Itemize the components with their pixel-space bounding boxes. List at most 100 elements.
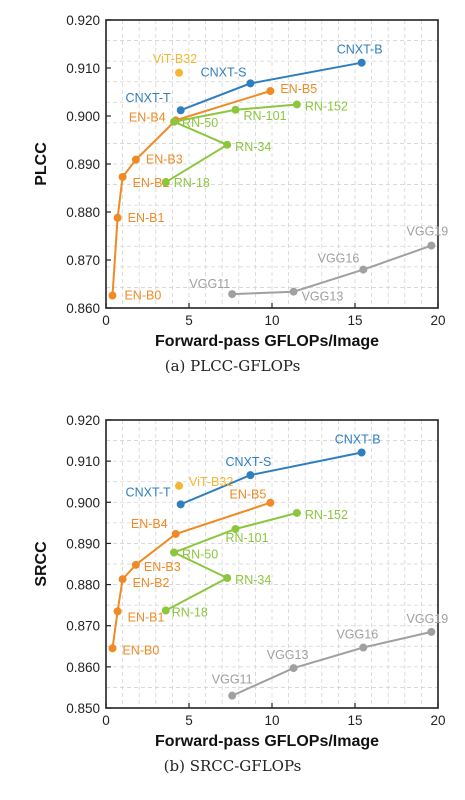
srcc-chart: 0 5 10 15 20 0.850 0.860 0.870 0.880 0.890 0.900 0.… xyxy=(0,400,465,800)
point-label-en-b3: EN-B3 xyxy=(144,560,181,574)
point-vgg13 xyxy=(290,664,298,672)
point-label-rn-152: RN-152 xyxy=(305,508,348,522)
point-cnxt-b xyxy=(358,59,366,67)
point-label-en-b1: EN-B1 xyxy=(128,610,165,624)
point-en-b0 xyxy=(108,644,116,652)
x-tick-label: 5 xyxy=(185,713,193,728)
point-label-en-b4: EN-B4 xyxy=(131,517,168,531)
x-tick-label: 15 xyxy=(347,713,362,728)
point-en-b2 xyxy=(119,575,127,583)
x-tick-label: 20 xyxy=(430,713,445,728)
x-tick-label: 20 xyxy=(430,313,445,328)
x-tick-label: 10 xyxy=(264,713,279,728)
point-label-vgg19: VGG19 xyxy=(407,612,449,626)
plcc-chart: 0 5 10 15 20 0.860 0.870 0.880 0.890 0.900 0.910 0.… xyxy=(0,0,465,400)
y-tick-label: 0.910 xyxy=(66,454,100,469)
y-tick-label: 0.880 xyxy=(66,578,100,593)
point-vit-b32 xyxy=(175,482,183,490)
point-vgg11 xyxy=(228,692,236,700)
point-label-rn-18: RN-18 xyxy=(174,176,210,190)
y-tick-label: 0.870 xyxy=(66,619,100,634)
point-en-b2 xyxy=(119,173,127,181)
point-label-vgg13: VGG13 xyxy=(302,290,344,304)
point-vgg19 xyxy=(427,242,435,250)
point-label-en-b0: EN-B0 xyxy=(124,289,161,303)
point-label-en-b0: EN-B0 xyxy=(122,643,159,657)
point-label-vgg11: VGG11 xyxy=(212,673,253,687)
point-vgg16 xyxy=(359,266,367,274)
y-tick-label: 0.920 xyxy=(66,413,100,428)
point-label-vgg16: VGG16 xyxy=(318,252,360,266)
y-tick-label: 0.890 xyxy=(66,536,100,551)
point-label-en-b4: EN-B4 xyxy=(129,110,166,124)
point-label-en-b2: EN-B2 xyxy=(133,576,170,590)
point-label-cnxt-b: CNXT-B xyxy=(337,43,383,57)
x-tick-label: 0 xyxy=(102,313,110,328)
point-label-cnxt-b: CNXT-B xyxy=(335,433,381,447)
x-axis-label: Forward-pass GFLOPs/Image xyxy=(155,333,379,350)
chart-caption: (a) PLCC-GFLOPs xyxy=(0,357,465,375)
series-line-vgg xyxy=(232,632,431,696)
point-rn-50 xyxy=(170,118,178,126)
point-label-vit-b32: ViT-B32 xyxy=(189,475,233,489)
point-label-cnxt-s: CNXT-S xyxy=(225,455,271,469)
y-tick-label: 0.880 xyxy=(66,205,100,220)
series-vgg: VGG11 VGG13 VGG16 VGG19 xyxy=(212,612,448,700)
point-en-b0 xyxy=(108,292,116,300)
point-label-rn-152: RN-152 xyxy=(305,99,348,113)
y-tick-label: 0.850 xyxy=(66,701,100,716)
point-label-en-b1: EN-B1 xyxy=(128,211,165,225)
point-label-vit-b32: ViT-B32 xyxy=(153,52,197,66)
y-tick-label: 0.890 xyxy=(66,157,100,172)
point-label-en-b5: EN-B5 xyxy=(280,82,317,96)
plcc-chart-panel: 0 5 10 15 20 0.860 0.870 0.880 0.890 0.900 0.910 0.… xyxy=(0,0,465,400)
point-en-b3 xyxy=(132,561,140,569)
point-en-b5 xyxy=(266,499,274,507)
point-cnxt-b xyxy=(358,449,366,457)
point-label-rn-34: RN-34 xyxy=(235,573,271,587)
point-vgg11 xyxy=(228,290,236,298)
point-label-en-b5: EN-B5 xyxy=(230,488,267,502)
x-tick-label: 15 xyxy=(347,313,362,328)
point-rn-152 xyxy=(293,100,301,108)
point-cnxt-t xyxy=(177,500,185,508)
point-vgg19 xyxy=(427,628,435,636)
point-label-vgg19: VGG19 xyxy=(407,225,449,239)
series-rn: RN-18 RN-34 RN-50 RN-101 RN-152 xyxy=(162,99,348,190)
point-label-vgg11: VGG11 xyxy=(189,277,230,291)
point-en-b3 xyxy=(132,156,140,164)
point-label-rn-101: RN-101 xyxy=(243,109,286,123)
point-label-cnxt-t: CNXT-T xyxy=(126,91,172,105)
series-vit: ViT-B32 xyxy=(175,475,233,490)
y-tick-label: 0.860 xyxy=(66,301,100,316)
point-label-vgg13: VGG13 xyxy=(267,648,309,662)
point-label-cnxt-s: CNXT-S xyxy=(201,65,247,79)
y-tick-label: 0.920 xyxy=(66,13,100,28)
x-tick-label: 0 xyxy=(102,713,110,728)
point-cnxt-t xyxy=(177,106,185,114)
point-rn-101 xyxy=(231,106,239,114)
point-label-cnxt-t: CNXT-T xyxy=(126,485,172,499)
point-cnxt-s xyxy=(246,471,254,479)
point-vit-b32 xyxy=(175,69,183,77)
y-tick-label: 0.910 xyxy=(66,61,100,76)
series-vgg: VGG11 VGG13 VGG16 VGG19 xyxy=(189,225,448,304)
point-rn-50 xyxy=(170,548,178,556)
series-line-rn xyxy=(166,513,297,611)
point-cnxt-s xyxy=(246,79,254,87)
y-tick-label: 0.860 xyxy=(66,660,100,675)
point-label-rn-34: RN-34 xyxy=(235,140,271,154)
point-label-rn-18: RN-18 xyxy=(172,605,208,619)
x-tick-label: 10 xyxy=(264,313,279,328)
y-axis-label: SRCC xyxy=(33,541,50,587)
point-en-b1 xyxy=(114,214,122,222)
x-axis-label: Forward-pass GFLOPs/Image xyxy=(155,733,379,750)
point-rn-18 xyxy=(162,606,170,614)
y-tick-label: 0.900 xyxy=(66,495,100,510)
point-en-b4 xyxy=(172,530,180,538)
point-en-b5 xyxy=(266,87,274,95)
point-label-vgg16: VGG16 xyxy=(336,628,378,642)
point-vgg13 xyxy=(290,288,298,296)
point-vgg16 xyxy=(359,644,367,652)
chart-caption: (b) SRCC-GFLOPs xyxy=(0,757,465,775)
